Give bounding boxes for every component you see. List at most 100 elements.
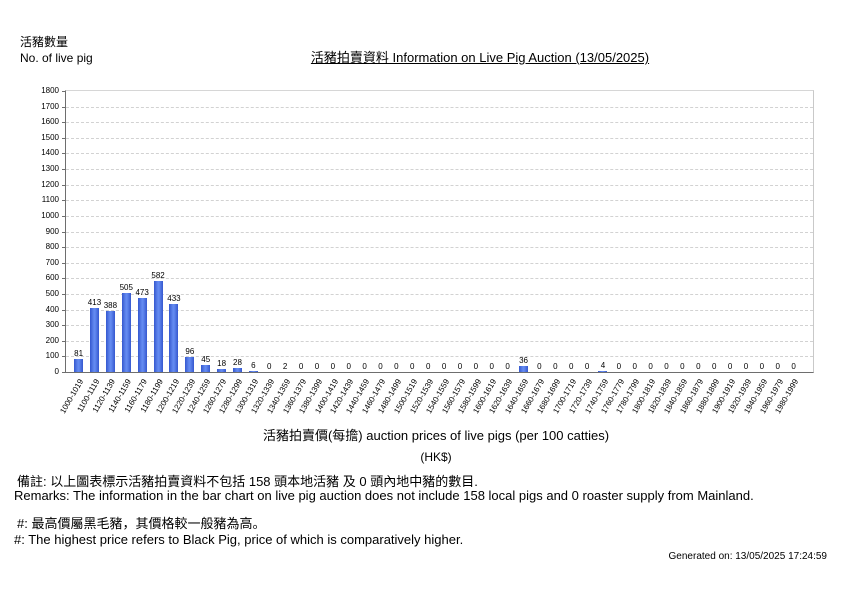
bar-value-label: 0 [441, 362, 447, 371]
bar-value-label: 0 [632, 362, 637, 371]
bar-value-label: 0 [553, 362, 558, 371]
bar-value-label: 0 [759, 362, 765, 371]
bar-value-label: 0 [680, 362, 685, 371]
gridline [66, 278, 813, 280]
bar-value-label: 0 [378, 362, 383, 371]
bar-value-label: 473 [135, 288, 149, 298]
y-axis-tick [62, 247, 66, 249]
bar-value-label: 81 [74, 349, 84, 359]
bar-value-label: 0 [330, 362, 336, 371]
gridline [66, 356, 813, 358]
bar-value-label: 0 [727, 362, 733, 371]
bar-value-label: 0 [346, 362, 351, 371]
gridline [66, 200, 813, 202]
gridline [66, 247, 813, 249]
y-axis-tick [62, 231, 66, 233]
y-axis-label: 1300 [41, 164, 59, 174]
y-axis-label: 500 [45, 288, 59, 298]
bar-value-label: 2 [282, 361, 288, 371]
y-axis-tick [62, 325, 66, 327]
bar [217, 369, 227, 372]
y-axis-label: 100 [45, 351, 59, 361]
bar-value-label: 0 [473, 362, 479, 371]
y-axis-label: 1500 [41, 132, 59, 142]
bar-value-label: 0 [711, 362, 717, 371]
bar-value-label: 0 [775, 362, 780, 371]
bar-value-label: 0 [314, 362, 320, 371]
bar-value-label: 0 [664, 362, 669, 371]
bar-value-label: 6 [251, 361, 256, 371]
y-axis-label: 200 [45, 335, 59, 345]
y-axis-label: 900 [45, 226, 59, 236]
bar-value-label: 36 [519, 356, 528, 366]
y-axis-tick [62, 106, 66, 108]
y-axis-tick [62, 215, 66, 217]
gridline [66, 262, 813, 264]
remark-line-en: Remarks: The information in the bar char… [14, 488, 754, 503]
bar [248, 371, 258, 372]
bar-value-label: 505 [119, 283, 133, 293]
y-axis-label: 300 [45, 320, 59, 330]
y-axis-tick [62, 200, 66, 202]
bar-value-label: 0 [616, 362, 622, 371]
bar-value-label: 28 [233, 357, 242, 367]
bar [105, 311, 115, 372]
y-axis-label: 600 [45, 273, 59, 283]
plot-area: 0 100 200 300 400 500 600 700 800 900 1000 1100 1200… [41, 87, 814, 415]
bar [74, 359, 84, 372]
black-pig-note-en: #: The highest price refers to Black Pig… [14, 532, 464, 547]
bar [153, 281, 163, 372]
bar-value-label: 388 [103, 301, 118, 311]
gridline [66, 340, 813, 342]
y-axis-tick [62, 184, 66, 186]
bar-value-label: 0 [537, 362, 542, 371]
y-axis-tick [62, 309, 66, 311]
y-axis-tick [62, 356, 66, 358]
bar-value-label: 0 [489, 362, 494, 371]
page-title: 活豬拍賣資料 Information on Live Pig Auction (… [310, 50, 650, 65]
bar-value-label: 96 [185, 347, 195, 356]
bar-value-label: 0 [648, 362, 653, 371]
bar [519, 366, 529, 372]
y-axis-label: 1600 [41, 117, 59, 127]
bar-value-label: 18 [217, 359, 227, 369]
bar-value-label: 0 [505, 362, 510, 371]
y-axis-label: 400 [45, 304, 59, 314]
bar [185, 357, 195, 372]
bar [201, 364, 211, 372]
y-axis-tick [62, 372, 66, 373]
y-axis-label: 1400 [41, 148, 59, 158]
gridline [66, 325, 813, 327]
generated-timestamp: Generated on: 13/05/2025 17:24:59 [668, 551, 827, 562]
bar-value-label: 0 [791, 362, 796, 371]
y-axis-tick [62, 91, 66, 92]
gridline [66, 215, 813, 217]
gridline [66, 106, 813, 108]
bar-value-label: 0 [394, 362, 399, 371]
y-axis-label: 800 [45, 242, 59, 252]
y-axis-label: 1700 [41, 101, 59, 111]
gridline [66, 153, 813, 155]
y-axis-tick [62, 169, 66, 171]
y-axis-tick [62, 278, 66, 280]
bar-value-label: 433 [167, 294, 181, 304]
bar-value-label: 0 [696, 362, 701, 371]
y-axis-tick [62, 137, 66, 139]
bar [137, 298, 147, 372]
y-axis-unit-en: No. of live pig [20, 51, 93, 65]
y-axis-unit-cjk: 活豬數量 [20, 35, 69, 49]
bar-value-label: 0 [584, 362, 590, 371]
bar [169, 304, 179, 372]
gridline [66, 231, 813, 233]
y-axis-label: 1200 [41, 179, 59, 189]
bar-value-label: 413 [87, 297, 102, 307]
y-axis-tick [62, 340, 66, 342]
bar-value-label: 4 [600, 361, 606, 371]
bar-value-label: 0 [457, 362, 463, 371]
y-axis-label: 1000 [41, 210, 59, 220]
bar-value-label: 0 [298, 362, 304, 371]
bar-value-label: 0 [743, 362, 749, 371]
bar-value-label: 0 [362, 362, 367, 371]
gridline [66, 122, 813, 124]
y-axis-label: 1100 [41, 195, 59, 205]
